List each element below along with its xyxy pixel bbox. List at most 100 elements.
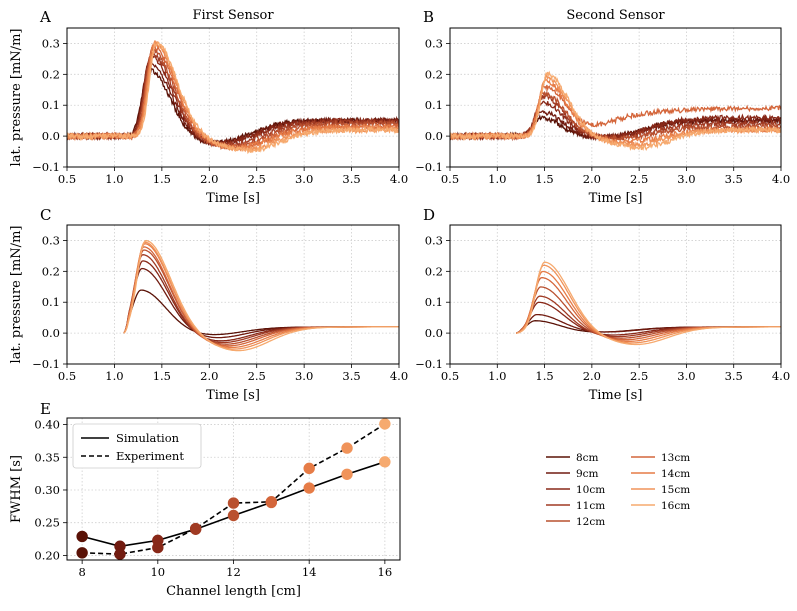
axes-frame [66, 224, 400, 365]
x-tick-label: 1.0 [488, 369, 506, 383]
panel-letter: A [39, 8, 51, 26]
x-tick-label: 10 [150, 565, 165, 579]
x-tick-label: 3.5 [725, 369, 743, 383]
y-tick-label: 0.3 [42, 36, 60, 50]
x-tick-label: 1.5 [153, 172, 171, 186]
x-tick-label: 8 [78, 565, 85, 579]
x-tick-label: 3.5 [342, 172, 360, 186]
axes-frame [449, 224, 782, 365]
data-point [379, 456, 391, 468]
plot-area [450, 70, 781, 152]
axes-frame [66, 417, 401, 561]
legend-label: 9cm [576, 468, 599, 480]
panel-a: 0.5 1.0 1.5 2.0 2.5 3.0 3.5 4.0 −0.1 0.0 0.1 0.2 0.3… [9, 8, 408, 206]
data-point [379, 418, 391, 430]
x-tick-label: 0.5 [58, 172, 76, 186]
x-tick-label: 3.5 [342, 369, 360, 383]
x-tick-label: 12 [226, 565, 241, 579]
x-tick-label: 4.0 [390, 369, 408, 383]
x-axis-label: Time [s] [589, 388, 643, 403]
y-tick-label: 0.3 [42, 233, 60, 247]
panel-d: 0.5 1.0 1.5 2.0 2.5 3.0 3.5 4.0 −0.1 0.0 0.1 0.2 0.3… [415, 206, 790, 403]
y-tick-label: 0.20 [34, 548, 60, 562]
series-line-12cm [516, 286, 781, 339]
y-tick-label: 0.0 [42, 326, 60, 340]
data-point [76, 547, 88, 559]
y-tick-label: 0.0 [425, 326, 443, 340]
legend-label: 13cm [661, 452, 690, 464]
data-point [341, 468, 353, 480]
data-point [76, 530, 88, 543]
x-axis-label: Channel length [cm] [166, 584, 301, 599]
plot-area [516, 261, 781, 346]
x-tick-label: 0.5 [441, 172, 459, 186]
x-tick-label: 1.0 [488, 172, 506, 186]
data-point [265, 496, 278, 508]
y-tick-label: 0.2 [425, 67, 443, 81]
y-tick-label: 0.40 [34, 418, 60, 432]
x-tick-label: 0.5 [441, 369, 459, 383]
y-axis-label: lat. pressure [mN/m] [9, 226, 24, 364]
x-tick-label: 2.0 [200, 369, 218, 383]
x-tick-label: 2.5 [248, 172, 266, 186]
y-tick-label: 0.1 [42, 295, 60, 309]
axes-frame [66, 27, 400, 168]
data-point [341, 442, 353, 454]
panel-title: First Sensor [192, 8, 274, 23]
data-point [189, 522, 202, 535]
x-tick-label: 14 [302, 565, 317, 579]
y-tick-label: 0.0 [42, 129, 60, 143]
x-axis-label: Time [s] [206, 191, 260, 206]
x-tick-label: 1.5 [153, 369, 171, 383]
data-point [114, 548, 126, 560]
panel-letter: E [40, 400, 51, 418]
legend-label: Simulation [116, 431, 180, 445]
series-line-16cm [67, 41, 399, 155]
channel-length-legend: 8cm 9cm 10cm 11cm 12cm 13cm 14cm 15cm 16cm [546, 452, 690, 528]
legend-frame [72, 423, 202, 469]
data-point [227, 509, 240, 522]
panel-letter: C [40, 206, 51, 224]
panel-c: 0.5 1.0 1.5 2.0 2.5 3.0 3.5 4.0 −0.1 0.0 0.1 0.2 0.3… [9, 206, 408, 403]
x-tick-label: 4.0 [772, 172, 790, 186]
y-tick-label: 0.0 [425, 129, 443, 143]
plot-area [67, 40, 399, 155]
y-axis-label: lat. pressure [mN/m] [9, 29, 24, 167]
data-point [227, 497, 240, 509]
x-tick-label: 3.0 [295, 172, 313, 186]
panel-e: 8 10 12 14 16 0.20 0.25 0.30 0.35 0.40 Channel len… [9, 400, 401, 599]
series-line-8cm [123, 289, 399, 336]
x-tick-label: 2.5 [630, 369, 648, 383]
x-tick-label: 3.5 [725, 172, 743, 186]
legend-label: 8cm [576, 452, 599, 464]
panel-letter: B [423, 8, 434, 26]
y-axis-label: FWHM [s] [9, 455, 24, 523]
y-tick-label: 0.2 [42, 67, 60, 81]
plot-area [123, 239, 399, 352]
x-tick-label: 2.0 [583, 369, 601, 383]
legend-label: 10cm [576, 484, 605, 496]
y-tick-label: −0.1 [415, 160, 443, 174]
x-tick-label: 3.0 [677, 369, 695, 383]
x-tick-label: 0.5 [58, 369, 76, 383]
x-tick-label: 1.0 [105, 172, 123, 186]
y-tick-label: 0.30 [34, 483, 60, 497]
y-tick-label: 0.3 [425, 233, 443, 247]
x-tick-label: 2.5 [248, 369, 266, 383]
panel-title: Second Sensor [566, 8, 665, 23]
legend-label: 12cm [576, 516, 605, 528]
x-tick-label: 2.0 [583, 172, 601, 186]
legend-label: 11cm [576, 500, 605, 512]
series-line-16cm [123, 239, 399, 352]
series-line-16cm [516, 261, 781, 346]
legend-label: Experiment [116, 449, 184, 463]
series-line-16cm [450, 70, 781, 152]
y-tick-label: 0.1 [42, 98, 60, 112]
panel-letter: D [423, 206, 435, 224]
x-tick-label: 3.0 [295, 369, 313, 383]
y-tick-label: 0.3 [425, 36, 443, 50]
panel-e-legend: Simulation Experiment [72, 423, 202, 469]
legend-label: 16cm [661, 500, 690, 512]
legend-label: 14cm [661, 468, 690, 480]
